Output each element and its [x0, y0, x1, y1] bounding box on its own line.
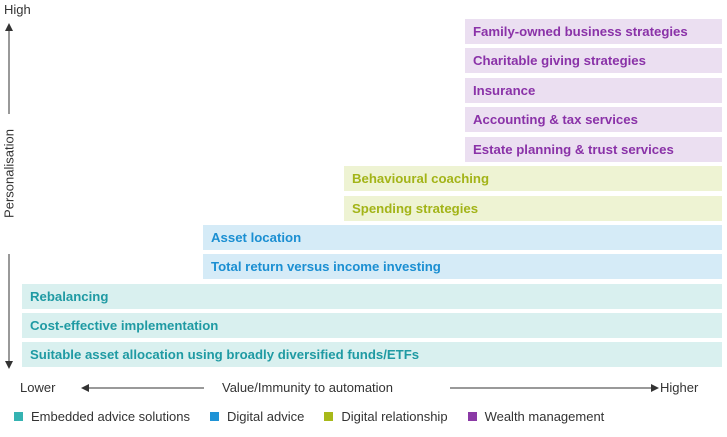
legend-label-relationship: Digital relationship: [341, 409, 448, 424]
legend-item-wealth: Wealth management: [467, 409, 605, 424]
bar-asset-location: Asset location: [203, 225, 722, 250]
legend-item-embedded: Embedded advice solutions: [14, 409, 190, 424]
bar-accounting-tax: Accounting & tax services: [465, 107, 722, 132]
wealth-swatch-icon: [467, 412, 477, 421]
x-axis-arrowhead-left-icon: [81, 384, 89, 392]
x-axis-arrowhead-right-icon: [651, 384, 659, 392]
x-axis-title: Value/Immunity to automation: [222, 380, 394, 395]
embedded-swatch-icon: [14, 412, 23, 421]
x-axis-arrow-left: [81, 384, 204, 392]
legend-label-embedded: Embedded advice solutions: [31, 409, 190, 424]
bar-spending-strategies: Spending strategies: [344, 196, 722, 221]
y-axis-arrowhead-down-icon: [5, 361, 13, 369]
bar-cost-effective: Cost-effective implementation: [22, 313, 722, 338]
y-axis-arrowhead-up-icon: [5, 23, 13, 31]
x-axis-low-label: Lower: [20, 380, 56, 395]
y-axis-title: Personalisation: [1, 129, 17, 218]
bar-total-return: Total return versus income investing: [203, 254, 722, 279]
bar-asset-allocation: Suitable asset allocation using broadly …: [22, 342, 722, 367]
bar-behavioural-coaching: Behavioural coaching: [344, 166, 722, 191]
legend: Embedded advice solutions Digital advice…: [14, 409, 624, 424]
legend-label-digital: Digital advice: [227, 409, 305, 424]
legend-item-relationship: Digital relationship: [324, 409, 448, 424]
y-axis-high-label: High: [4, 2, 31, 17]
y-axis-arrow: [5, 23, 13, 369]
legend-item-digital: Digital advice: [210, 409, 304, 424]
x-axis-high-label: Higher: [660, 380, 699, 395]
bar-family-business: Family-owned business strategies: [465, 19, 722, 44]
relationship-swatch-icon: [324, 412, 334, 421]
bar-rebalancing: Rebalancing: [22, 284, 722, 309]
bar-insurance: Insurance: [465, 78, 722, 103]
x-axis-arrow-right: [450, 384, 659, 392]
bar-charitable-giving: Charitable giving strategies: [465, 48, 722, 73]
legend-label-wealth: Wealth management: [484, 409, 605, 424]
bar-estate-planning: Estate planning & trust services: [465, 137, 722, 162]
digital-swatch-icon: [210, 412, 219, 421]
